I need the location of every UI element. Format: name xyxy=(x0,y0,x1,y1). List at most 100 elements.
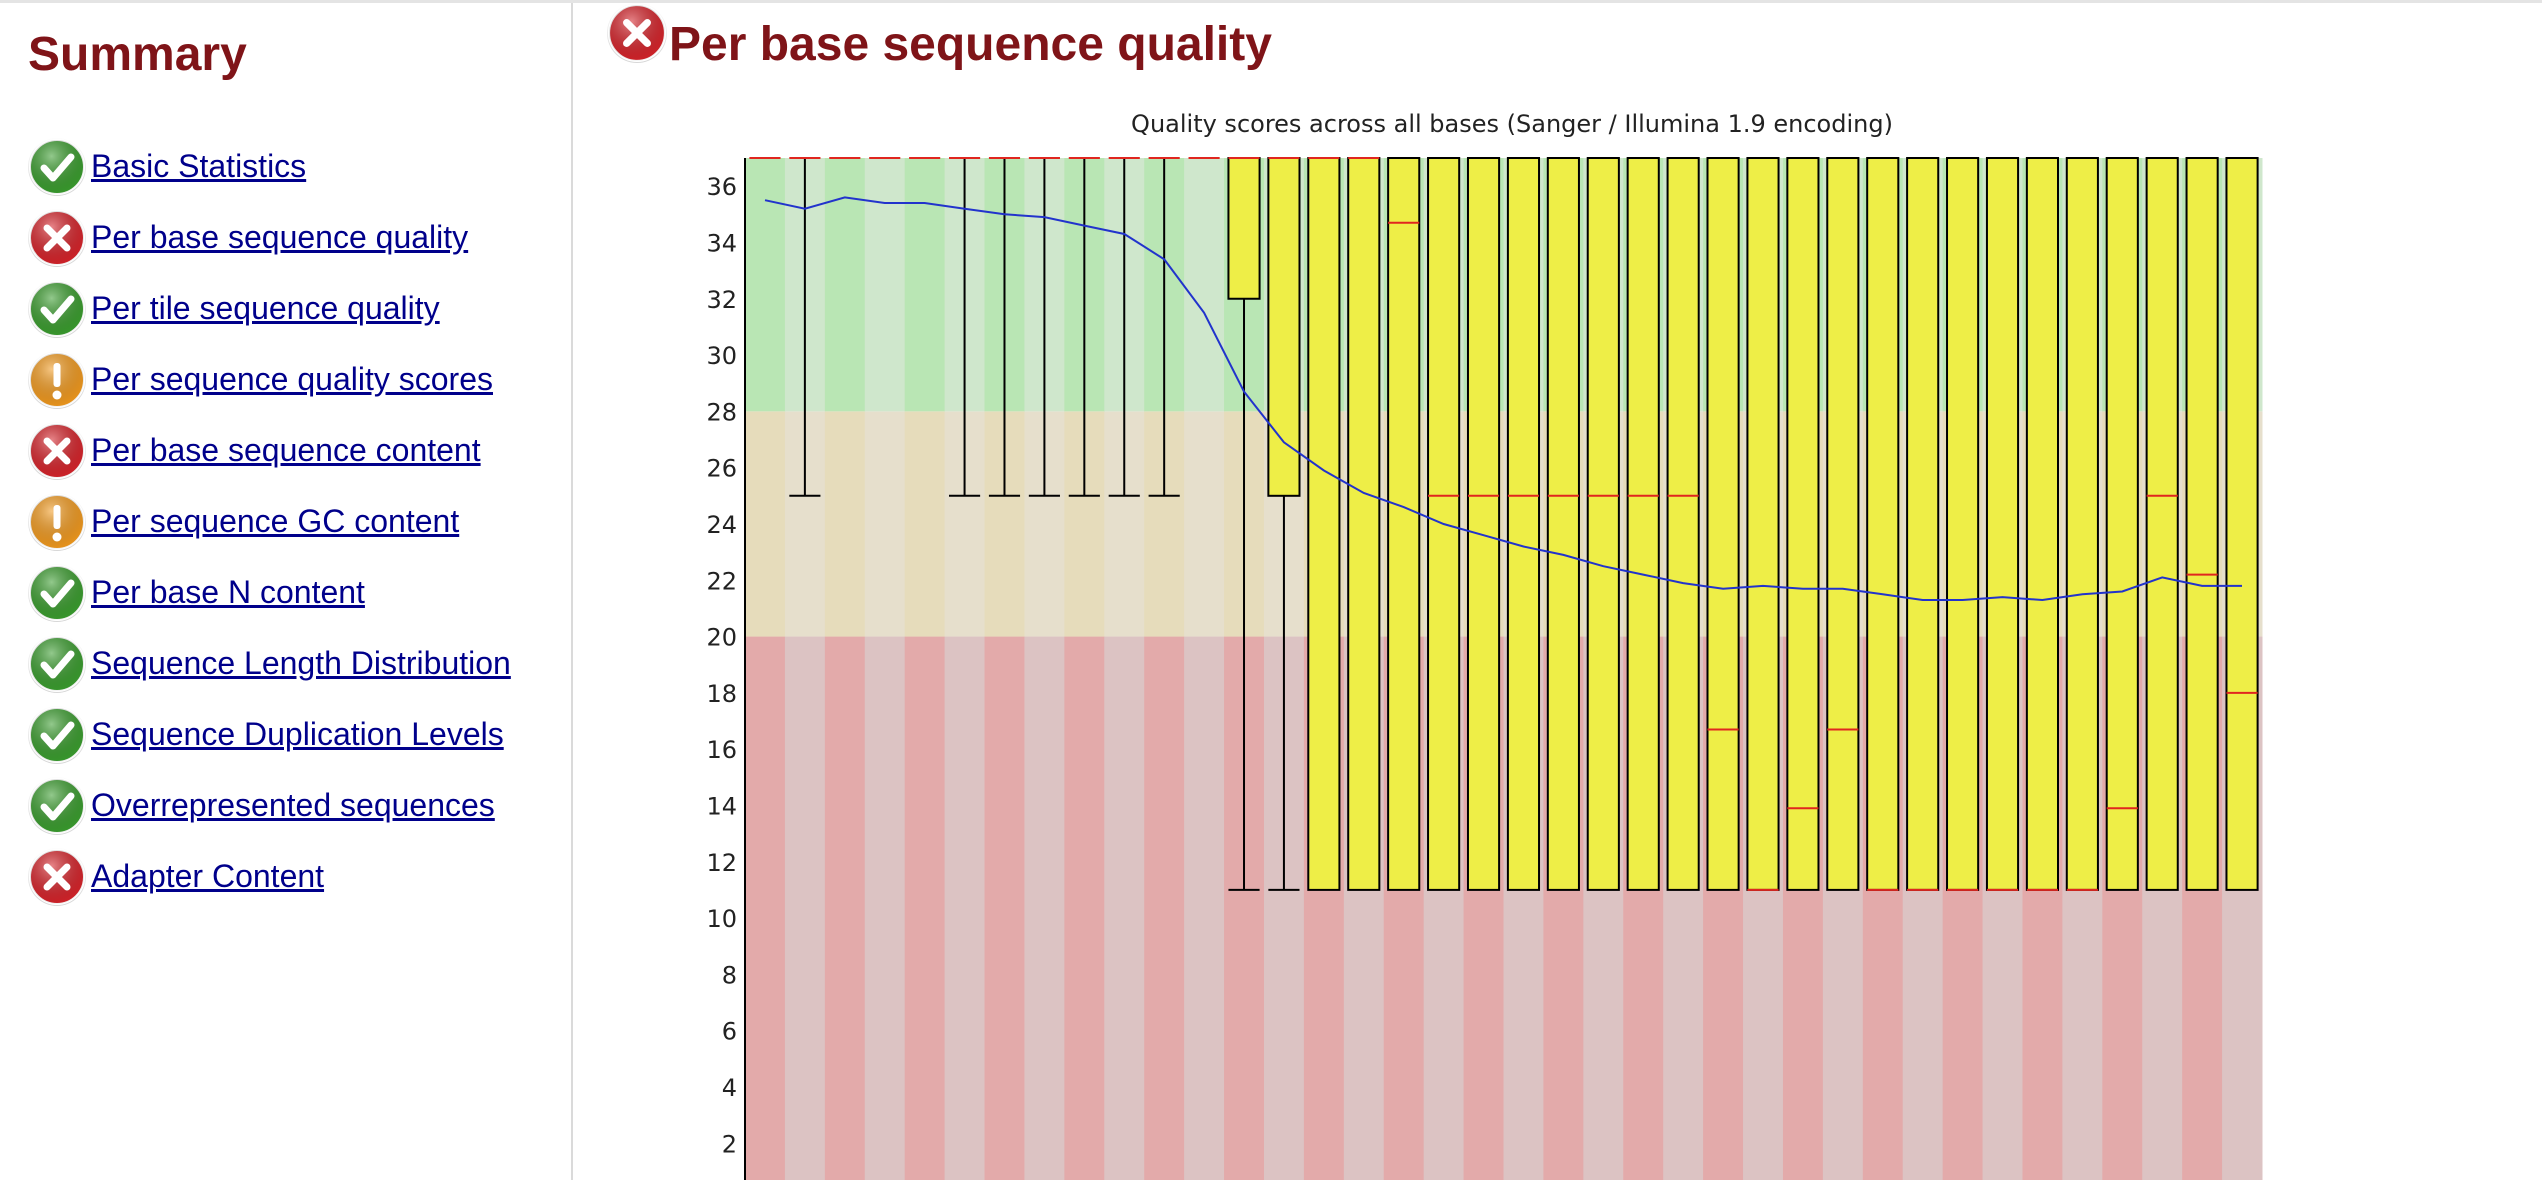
quality-box xyxy=(1506,157,1541,891)
zone-band-poor xyxy=(1024,636,1065,1180)
module-panel: Per base sequence quality 2 4 6 8 10 12 14 16 18… xyxy=(573,3,2542,1180)
y-tick-label: 14 xyxy=(706,792,737,820)
quality-box xyxy=(1227,157,1261,300)
pass-icon xyxy=(28,138,86,196)
quality-box xyxy=(1946,157,1980,891)
zone-band-good xyxy=(1184,158,1225,412)
quality-box xyxy=(1706,157,1740,891)
zone-band-reasonable xyxy=(904,411,946,637)
zone-band-poor xyxy=(745,636,786,1180)
module-link[interactable]: Basic Statistics xyxy=(91,148,307,184)
module-link[interactable]: Sequence Duplication Levels xyxy=(91,716,504,752)
module-item: Per base N content xyxy=(28,557,511,628)
zone-band-poor xyxy=(984,636,1025,1180)
quality-box xyxy=(1586,157,1620,891)
quality-boxplot-chart: 24681012141618202224262830323436Quality … xyxy=(706,110,2263,1180)
y-tick-label: 30 xyxy=(706,342,737,370)
y-tick-label: 12 xyxy=(706,849,737,877)
fail-icon xyxy=(28,209,86,267)
module-link[interactable]: Per sequence GC content xyxy=(91,503,460,539)
quality-box xyxy=(1985,157,2020,891)
module-item: Sequence Duplication Levels xyxy=(28,699,511,770)
module-item: Adapter Content xyxy=(28,841,511,912)
module-item: Overrepresented sequences xyxy=(28,770,511,841)
quality-box xyxy=(2185,157,2219,891)
fail-icon xyxy=(28,848,86,906)
zone-band-reasonable xyxy=(745,411,786,637)
zone-band-poor xyxy=(824,636,866,1180)
zone-band-poor xyxy=(1064,636,1105,1180)
pass-icon xyxy=(28,706,86,764)
y-tick-label: 10 xyxy=(706,905,737,933)
quality-box xyxy=(1387,157,1421,891)
quality-box xyxy=(1666,157,1700,891)
module-item: Per base sequence content xyxy=(28,415,511,486)
y-tick-label: 4 xyxy=(722,1074,737,1102)
y-tick-label: 24 xyxy=(706,511,737,539)
y-tick-label: 8 xyxy=(722,961,737,989)
module-link[interactable]: Overrepresented sequences xyxy=(91,787,495,823)
zone-band-good xyxy=(904,158,946,412)
y-tick-label: 2 xyxy=(722,1130,737,1158)
quality-box xyxy=(1626,157,1660,891)
module-link[interactable]: Sequence Length Distribution xyxy=(91,645,511,681)
zone-band-poor xyxy=(784,636,826,1180)
quality-box xyxy=(1906,157,1940,891)
quality-box xyxy=(2225,157,2259,891)
zone-band-poor xyxy=(1144,636,1185,1180)
zone-band-poor xyxy=(904,636,946,1180)
quality-box xyxy=(1786,157,1820,891)
zone-band-poor xyxy=(864,636,906,1180)
module-link[interactable]: Per base N content xyxy=(91,574,365,610)
quality-box xyxy=(1347,157,1381,891)
module-item: Per sequence GC content xyxy=(28,486,511,557)
module-item: Sequence Length Distribution xyxy=(28,628,511,699)
module-link[interactable]: Per base sequence content xyxy=(91,432,481,468)
y-tick-label: 26 xyxy=(706,455,737,483)
module-link[interactable]: Per base sequence quality xyxy=(91,219,469,255)
quality-box xyxy=(1466,157,1501,891)
fail-icon xyxy=(28,422,86,480)
quality-box xyxy=(1866,157,1900,891)
module-link[interactable]: Adapter Content xyxy=(91,858,325,894)
quality-box xyxy=(1826,157,1860,891)
module-header: Per base sequence quality xyxy=(607,3,1272,72)
quality-box xyxy=(1307,157,1341,891)
module-item: Basic Statistics xyxy=(28,131,511,202)
module-item: Per tile sequence quality xyxy=(28,273,511,344)
zone-band-poor xyxy=(1104,636,1145,1180)
zone-band-good xyxy=(745,158,786,412)
y-tick-label: 32 xyxy=(706,286,737,314)
y-tick-label: 36 xyxy=(706,173,737,201)
quality-box xyxy=(2145,157,2179,891)
y-tick-label: 34 xyxy=(706,229,737,257)
zone-band-good xyxy=(864,158,906,412)
fail-icon xyxy=(607,3,667,63)
pass-icon xyxy=(28,777,86,835)
quality-box xyxy=(1546,157,1580,891)
zone-band-good xyxy=(824,158,866,412)
pass-icon xyxy=(28,564,86,622)
y-tick-label: 16 xyxy=(706,736,737,764)
top-border xyxy=(0,0,2542,3)
quality-box xyxy=(1746,157,1780,891)
pass-icon xyxy=(28,280,86,338)
module-item: Per sequence quality scores xyxy=(28,344,511,415)
pass-icon xyxy=(28,635,86,693)
summary-title: Summary xyxy=(28,28,247,81)
warn-icon xyxy=(28,351,86,409)
quality-box xyxy=(1267,157,1301,497)
zone-band-reasonable xyxy=(864,411,906,637)
zone-band-reasonable xyxy=(824,411,866,637)
module-item: Per base sequence quality xyxy=(28,202,511,273)
quality-box xyxy=(2025,157,2060,891)
zone-band-poor xyxy=(1184,636,1225,1180)
quality-box xyxy=(2065,157,2099,891)
y-tick-label: 22 xyxy=(706,567,737,595)
chart-title: Quality scores across all bases (Sanger … xyxy=(1131,110,1893,138)
module-link[interactable]: Per tile sequence quality xyxy=(91,290,440,326)
y-tick-label: 6 xyxy=(722,1018,737,1046)
mean-quality-line xyxy=(764,196,2242,602)
module-link[interactable]: Per sequence quality scores xyxy=(91,361,493,397)
zone-band-poor xyxy=(944,636,986,1180)
